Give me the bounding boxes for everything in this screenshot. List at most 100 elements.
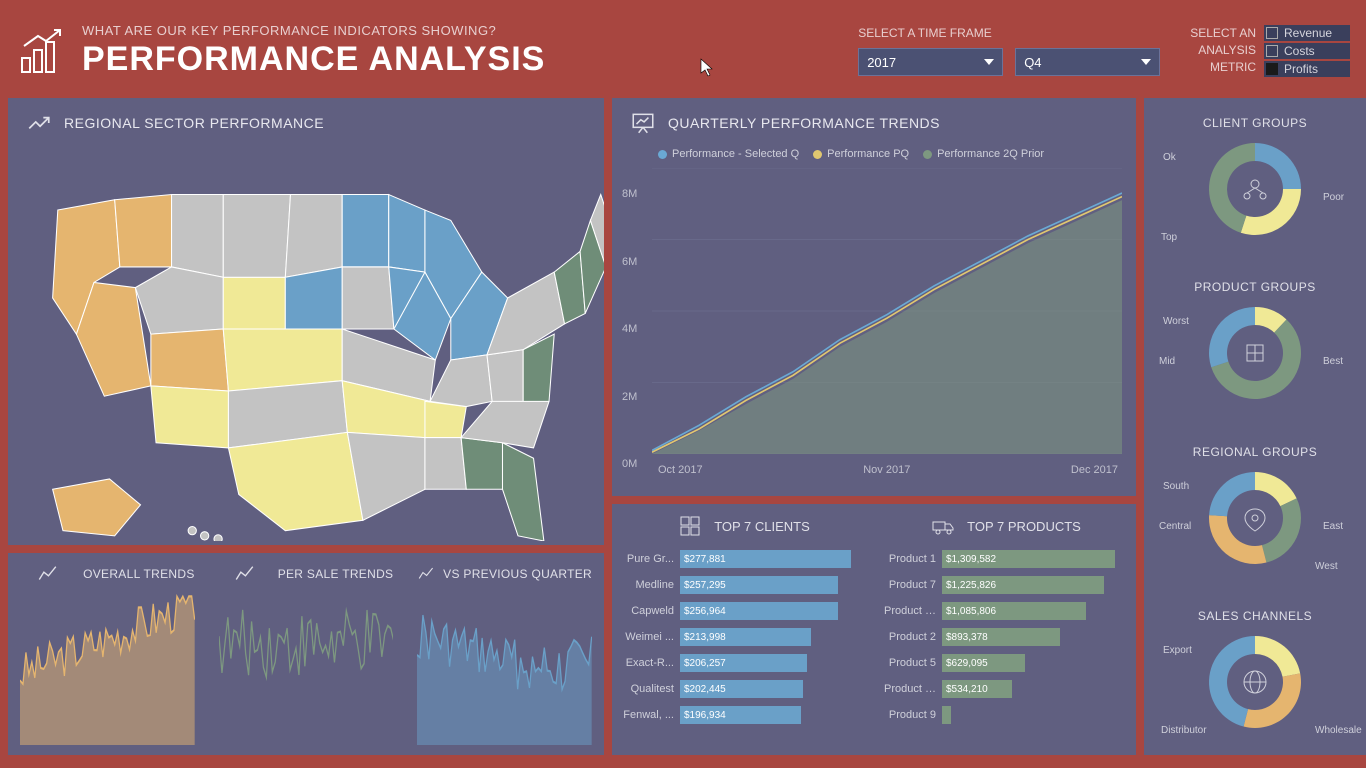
bar-label: Product 7 xyxy=(884,579,942,591)
top7-panel: TOP 7 CLIENTS Pure Gr... $277,881Medline… xyxy=(612,504,1136,755)
donut-title: CLIENT GROUPS xyxy=(1203,116,1307,130)
map-title: REGIONAL SECTOR PERFORMANCE xyxy=(64,115,324,131)
legend-item[interactable]: Performance 2Q Prior xyxy=(923,148,1044,160)
donut-label: Best xyxy=(1323,356,1343,367)
legend-item[interactable]: Performance PQ xyxy=(813,148,909,160)
x-tick: Nov 2017 xyxy=(863,464,910,476)
bar-value: $534,210 xyxy=(942,680,1012,698)
timeframe-label: SELECT A TIME FRAME xyxy=(858,26,1160,40)
bar-row[interactable]: Weimei ... $213,998 xyxy=(622,628,864,646)
bar-label: Product 1 xyxy=(884,553,942,565)
checkbox-icon xyxy=(1266,63,1278,75)
boxes-icon xyxy=(676,514,704,538)
donut-label: Central xyxy=(1159,521,1191,532)
bar-value: $1,225,826 xyxy=(942,576,1104,594)
metric-option-revenue[interactable]: Revenue xyxy=(1264,25,1350,41)
donut-sales-channels[interactable]: SALES CHANNELS Export Wholesale Distributo… xyxy=(1144,591,1366,755)
spark-per-sale-trends[interactable]: PER SALE TRENDS xyxy=(207,553,406,755)
bar-value: $256,964 xyxy=(680,602,838,620)
spark-vs-previous-quarter[interactable]: VS PREVIOUS QUARTER xyxy=(405,553,604,755)
checkbox-icon xyxy=(1266,45,1278,57)
donut-product-groups[interactable]: PRODUCT GROUPS WorstBestMid xyxy=(1144,262,1366,426)
bar-row[interactable]: Product 7 $1,225,826 xyxy=(884,576,1126,594)
bar-row[interactable]: Product 9 xyxy=(884,706,1126,724)
bar-label: Weimei ... xyxy=(622,631,680,643)
bar-row[interactable]: Medline $257,295 xyxy=(622,576,864,594)
donut-label: Poor xyxy=(1323,192,1344,203)
bar-row[interactable]: Product 1 $1,309,582 xyxy=(884,550,1126,568)
bar-row[interactable]: Product 2 $893,378 xyxy=(884,628,1126,646)
metric-option-profits[interactable]: Profits xyxy=(1264,61,1350,77)
trends-legend: Performance - Selected Q Performance PQ Pe… xyxy=(612,148,1136,164)
bar-row[interactable]: Product 13 $534,210 xyxy=(884,680,1126,698)
bar-value: $1,085,806 xyxy=(942,602,1086,620)
donut-label: Distributor xyxy=(1161,725,1207,736)
mini-trends-panel: OVERALL TRENDS PER SALE TRENDS VS PREVIO… xyxy=(8,553,604,755)
bar-value xyxy=(942,706,951,724)
bar-label: Medline xyxy=(622,579,680,591)
donut-label: Export xyxy=(1163,645,1192,656)
donut-label: Top xyxy=(1161,232,1177,243)
legend-dot-icon xyxy=(813,150,822,159)
bar-row[interactable]: Pure Gr... $277,881 xyxy=(622,550,864,568)
checkbox-icon xyxy=(1266,27,1278,39)
donut-label: Wholesale xyxy=(1315,725,1362,736)
header: WHAT ARE OUR KEY PERFORMANCE INDICATORS … xyxy=(0,0,1366,98)
bar-label: Qualitest xyxy=(622,683,680,695)
mini-chart-icon xyxy=(219,563,270,585)
truck-icon xyxy=(929,514,957,538)
trend-up-icon xyxy=(26,110,52,136)
donut-client-groups[interactable]: CLIENT GROUPS Ok Poor Top xyxy=(1144,98,1366,262)
legend-dot-icon xyxy=(923,150,932,159)
trends-x-axis: Oct 2017Nov 2017Dec 2017 xyxy=(612,464,1136,476)
bar-label: Exact-R... xyxy=(622,657,680,669)
bar-value: $1,309,582 xyxy=(942,550,1115,568)
mini-chart-icon xyxy=(20,563,75,585)
products-title: TOP 7 PRODUCTS xyxy=(967,519,1081,534)
trends-chart[interactable]: 0M2M4M6M8M xyxy=(612,164,1136,464)
year-value: 2017 xyxy=(867,55,896,70)
spark-overall-trends[interactable]: OVERALL TRENDS xyxy=(8,553,207,755)
donut-label: Ok xyxy=(1163,152,1176,163)
bar-row[interactable]: Product 11 $1,085,806 xyxy=(884,602,1126,620)
bar-label: Pure Gr... xyxy=(622,553,680,565)
chevron-down-icon xyxy=(984,59,994,65)
bar-row[interactable]: Capweld $256,964 xyxy=(622,602,864,620)
metric-option-costs[interactable]: Costs xyxy=(1264,43,1350,59)
us-map[interactable] xyxy=(8,148,604,541)
bar-label: Product 2 xyxy=(884,631,942,643)
donut-title: SALES CHANNELS xyxy=(1198,609,1312,623)
bar-value: $893,378 xyxy=(942,628,1060,646)
donut-regional-groups[interactable]: REGIONAL GROUPS SouthEastWestCentral xyxy=(1144,427,1366,591)
bar-label: Capweld xyxy=(622,605,680,617)
top-products-column: TOP 7 PRODUCTS Product 1 $1,309,582Produ… xyxy=(874,504,1136,755)
bar-value: $629,095 xyxy=(942,654,1025,672)
donut-title: PRODUCT GROUPS xyxy=(1194,280,1315,294)
bar-label: Product 9 xyxy=(884,709,942,721)
bar-value: $213,998 xyxy=(680,628,811,646)
donut-label: East xyxy=(1323,521,1343,532)
page-subtitle: WHAT ARE OUR KEY PERFORMANCE INDICATORS … xyxy=(82,23,545,38)
bar-row[interactable]: Exact-R... $206,257 xyxy=(622,654,864,672)
donut-label: Worst xyxy=(1163,316,1189,327)
year-select[interactable]: 2017 xyxy=(858,48,1003,76)
chevron-down-icon xyxy=(1141,59,1151,65)
y-tick: 0M xyxy=(622,458,637,470)
presentation-icon xyxy=(630,110,656,136)
bar-row[interactable]: Fenwal, ... $196,934 xyxy=(622,706,864,724)
bar-value: $257,295 xyxy=(680,576,838,594)
performance-icon xyxy=(16,26,66,76)
bar-value: $196,934 xyxy=(680,706,801,724)
bar-row[interactable]: Product 5 $629,095 xyxy=(884,654,1126,672)
trends-title: QUARTERLY PERFORMANCE TRENDS xyxy=(668,115,940,131)
bar-row[interactable]: Qualitest $202,445 xyxy=(622,680,864,698)
bar-value: $277,881 xyxy=(680,550,851,568)
groups-panel: CLIENT GROUPS Ok Poor Top PRODUCT GROUPS Wo… xyxy=(1144,98,1366,755)
legend-item[interactable]: Performance - Selected Q xyxy=(658,148,799,160)
quarter-value: Q4 xyxy=(1024,55,1041,70)
top-clients-column: TOP 7 CLIENTS Pure Gr... $277,881Medline… xyxy=(612,504,874,755)
bar-value: $202,445 xyxy=(680,680,803,698)
metric-selector: SELECT AN ANALYSIS METRIC RevenueCostsPr… xyxy=(1190,25,1350,77)
bar-label: Fenwal, ... xyxy=(622,709,680,721)
quarter-select[interactable]: Q4 xyxy=(1015,48,1160,76)
